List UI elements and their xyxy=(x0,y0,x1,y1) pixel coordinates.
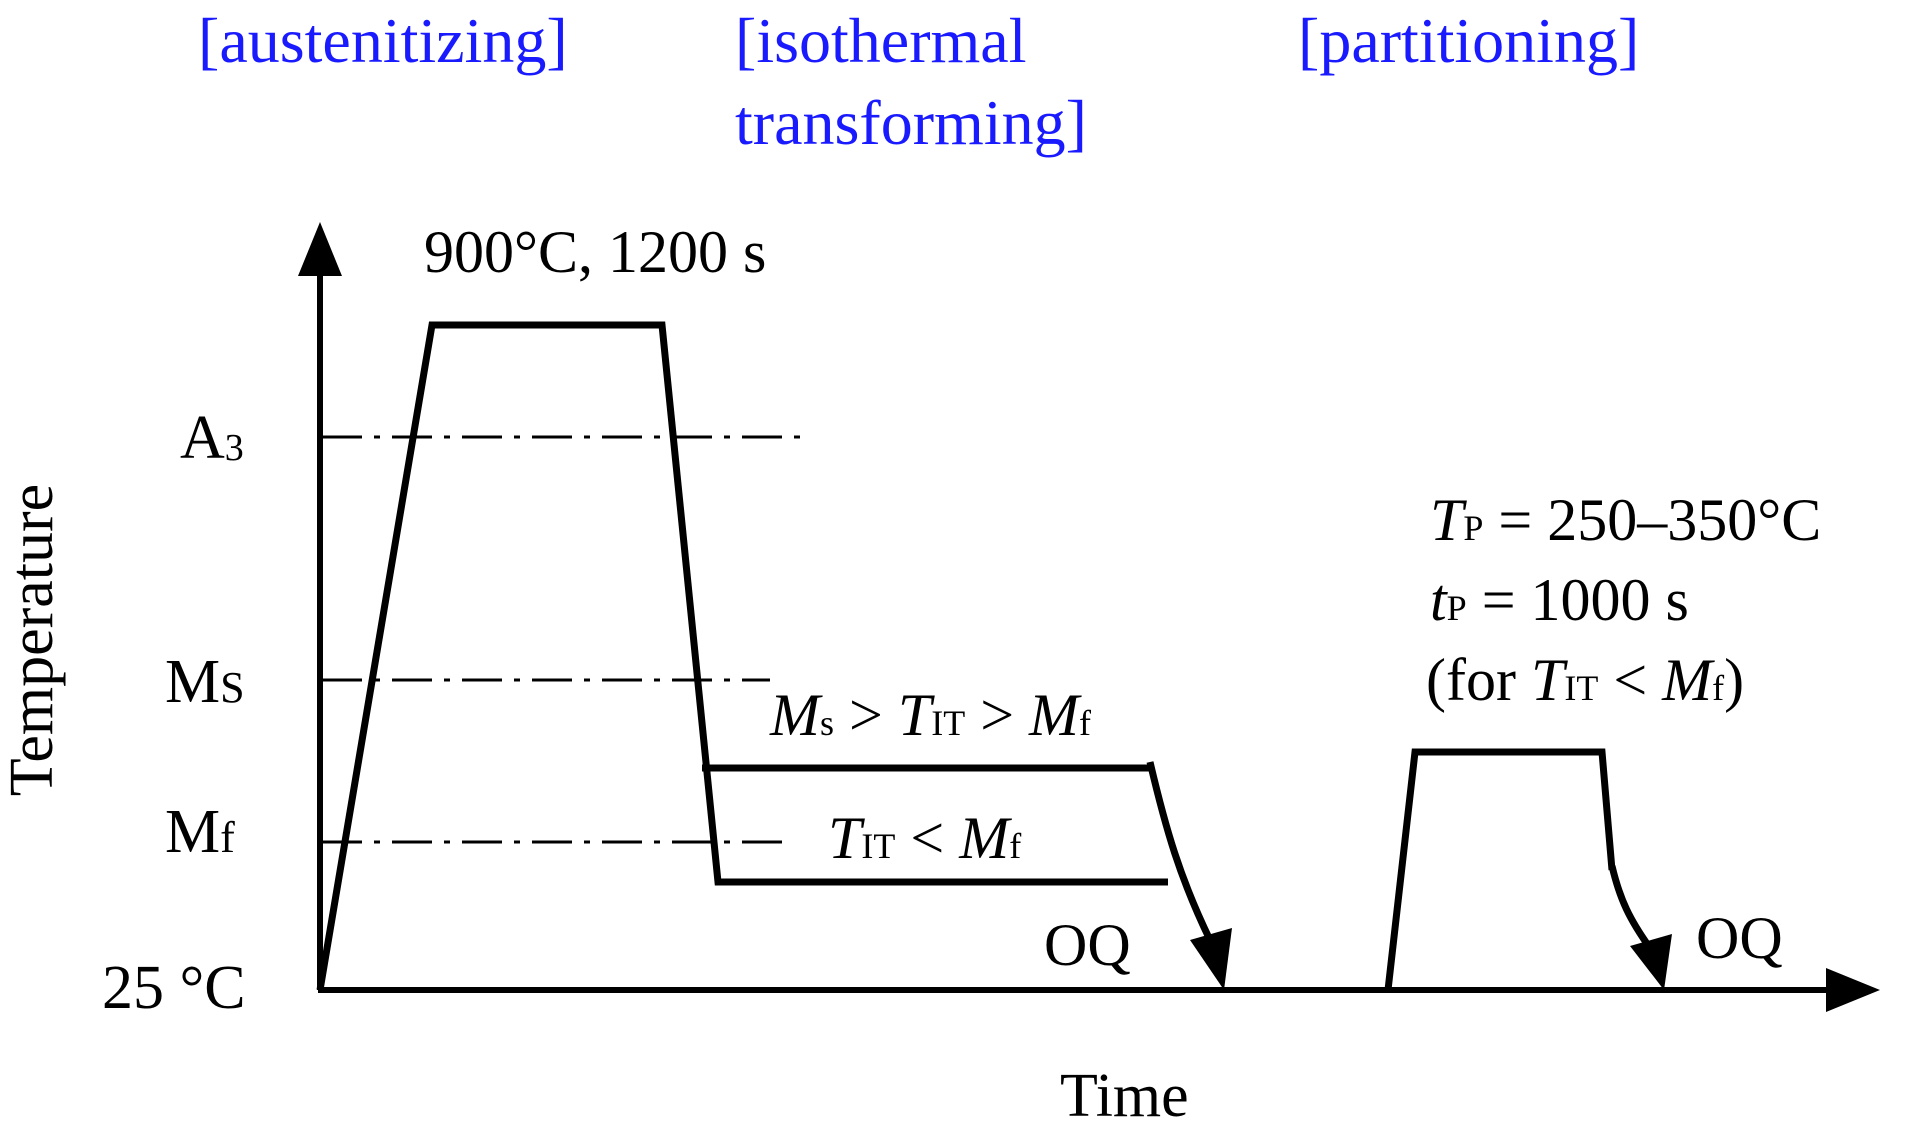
stage-label-austenitizing: [austenitizing] xyxy=(198,5,568,76)
austenitize-condition-label: 900°C, 1200 s xyxy=(424,219,766,285)
origin-temperature-label: 25 °C xyxy=(102,954,246,1022)
oil-quench-label-2: OQ xyxy=(1696,905,1783,971)
partition-applicability-label: (for TIT < Mf) xyxy=(1426,647,1744,713)
oil-quench-curve-1 xyxy=(1146,761,1214,942)
y-axis-label: Temperature xyxy=(0,484,66,796)
x-axis-label: Time xyxy=(1060,1062,1189,1126)
partitioning-cycle-path xyxy=(1384,748,1616,991)
oil-quench-arrowhead-2 xyxy=(1630,934,1672,990)
stage-label-isothermal-line1: [isothermal xyxy=(735,5,1026,76)
oil-quench-curve-2 xyxy=(1608,865,1653,951)
oil-quench-label-1: OQ xyxy=(1044,912,1131,978)
oil-quench-arrowhead-1 xyxy=(1190,928,1232,990)
y-axis-arrowhead xyxy=(298,222,342,276)
stage-label-partitioning: [partitioning] xyxy=(1298,5,1639,76)
austenitize-heating-and-quench-path xyxy=(316,321,1168,991)
axes xyxy=(298,222,1880,1012)
isothermal-condition-above-mf: Ms > TIT > Mf xyxy=(769,682,1091,748)
isothermal-condition-below-mf: TIT < Mf xyxy=(828,805,1021,871)
x-axis-arrowhead xyxy=(1826,968,1880,1012)
mf-level-label: Mf xyxy=(165,798,235,866)
a3-level-label: A3 xyxy=(180,404,244,472)
stage-label-isothermal-line2: transforming] xyxy=(735,87,1087,158)
partition-time-label: tP = 1000 s xyxy=(1430,567,1689,633)
ms-level-label: MS xyxy=(165,648,245,716)
partition-temperature-label: TP = 250–350°C xyxy=(1430,487,1821,553)
